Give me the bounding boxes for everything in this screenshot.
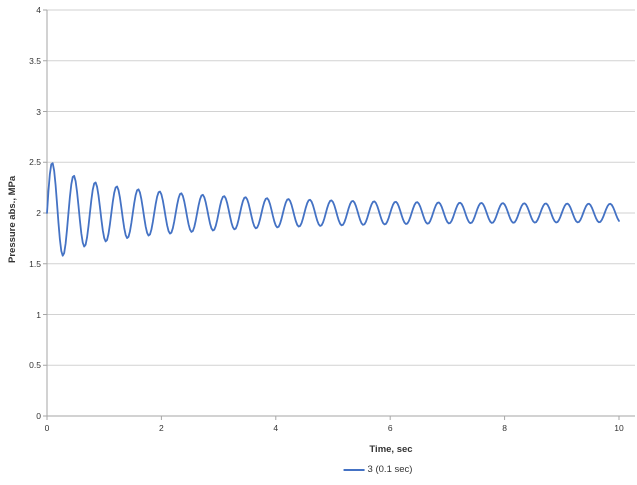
legend: 3 (0.1 sec) — [343, 464, 413, 475]
y-tick-label-3: 3 — [36, 106, 41, 117]
x-tick-label-8: 8 — [502, 423, 507, 433]
x-tick-label-0: 0 — [44, 423, 50, 433]
x-tick-label-2: 2 — [159, 423, 164, 433]
legend-line-swatch — [343, 468, 365, 471]
y-tick-label-0.5: 0.5 — [29, 360, 41, 371]
y-tick-label-0: 0 — [36, 411, 41, 421]
x-tick-label-10: 10 — [614, 423, 624, 433]
legend-series-label: 3 (0.1 sec) — [367, 464, 413, 475]
y-tick-label-2: 2 — [36, 208, 41, 218]
y-tick-label-1.5: 1.5 — [29, 258, 41, 269]
y-axis-title: Pressure abs., MPa — [7, 175, 18, 263]
x-tick-label-4: 4 — [273, 423, 279, 433]
y-tick-label-4: 4 — [36, 5, 41, 15]
x-tick-label-6: 6 — [387, 423, 393, 433]
y-tick-label-2.5: 2.5 — [29, 157, 41, 168]
y-tick-label-3.5: 3.5 — [29, 55, 41, 66]
y-tick-label-1: 1 — [36, 309, 41, 320]
series-line-3-0-1-sec- — [46, 162, 620, 257]
x-axis-title: Time, sec — [369, 444, 413, 455]
